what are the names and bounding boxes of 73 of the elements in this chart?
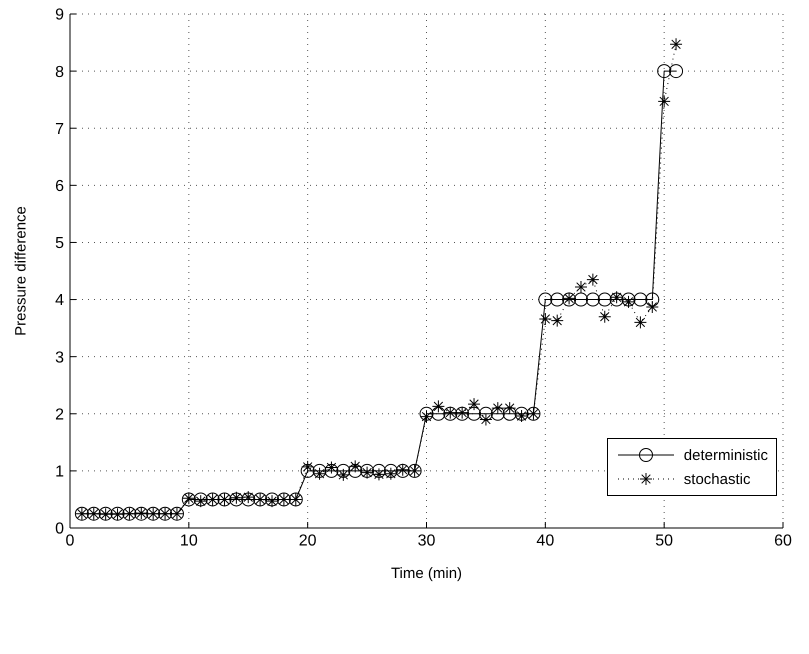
point <box>312 464 327 478</box>
point <box>657 64 672 78</box>
point <box>598 310 612 324</box>
point <box>490 406 505 421</box>
point <box>372 468 386 481</box>
point <box>586 292 600 307</box>
point <box>610 290 624 304</box>
point <box>550 314 564 328</box>
y-tick-label: 1 <box>55 464 64 481</box>
point <box>538 292 552 307</box>
point <box>360 464 374 478</box>
legend-label: stochastic <box>684 470 750 488</box>
point <box>468 398 481 411</box>
point <box>336 468 350 482</box>
legend-label: deterministic <box>684 446 768 464</box>
point <box>324 464 338 478</box>
y-tick-label: 0 <box>55 520 64 538</box>
x-tick-label: 40 <box>536 532 554 550</box>
point <box>384 464 398 478</box>
point <box>467 406 482 421</box>
point <box>670 38 683 51</box>
x-tick-label: 30 <box>418 532 436 550</box>
point <box>550 292 564 307</box>
point <box>478 406 493 421</box>
y-tick-label: 8 <box>55 64 64 81</box>
point <box>265 492 280 506</box>
point <box>479 412 492 426</box>
y-tick-label: 9 <box>55 6 64 24</box>
point <box>586 273 600 286</box>
point <box>431 406 446 421</box>
point <box>420 406 434 421</box>
point <box>658 94 671 108</box>
x-tick-label: 60 <box>774 532 792 550</box>
point <box>360 466 374 480</box>
point <box>633 292 648 307</box>
y-tick-label: 3 <box>55 349 64 366</box>
y-tick-label: 2 <box>55 406 64 424</box>
point <box>266 494 279 508</box>
point <box>645 292 660 307</box>
point <box>300 464 315 478</box>
point <box>372 464 386 478</box>
y-tick-label: 4 <box>55 292 64 310</box>
point <box>622 292 636 307</box>
point <box>503 402 516 415</box>
point <box>301 460 314 474</box>
point <box>622 295 636 308</box>
point <box>502 406 517 421</box>
point <box>432 400 445 413</box>
x-tick-label: 20 <box>298 532 317 550</box>
point <box>241 492 256 506</box>
point <box>598 292 612 307</box>
point <box>194 492 208 506</box>
point <box>574 292 588 307</box>
x-tick-label: 50 <box>655 532 674 550</box>
point <box>194 494 208 508</box>
point <box>242 490 255 504</box>
y-tick-label: 5 <box>55 235 64 252</box>
y-tick-label: 6 <box>55 178 64 196</box>
x-axis-title: Time (min) <box>390 565 462 582</box>
point <box>669 64 684 78</box>
point <box>646 300 659 314</box>
y-axis-title: Pressure difference <box>12 206 30 336</box>
point <box>538 312 552 326</box>
point <box>348 460 362 473</box>
x-tick-label: 10 <box>180 532 198 550</box>
point <box>574 280 588 294</box>
point <box>336 464 350 478</box>
point <box>634 316 647 329</box>
y-tick-label: 7 <box>55 120 64 138</box>
point <box>610 292 624 307</box>
point <box>420 410 433 424</box>
point <box>348 464 362 478</box>
point <box>491 402 504 415</box>
